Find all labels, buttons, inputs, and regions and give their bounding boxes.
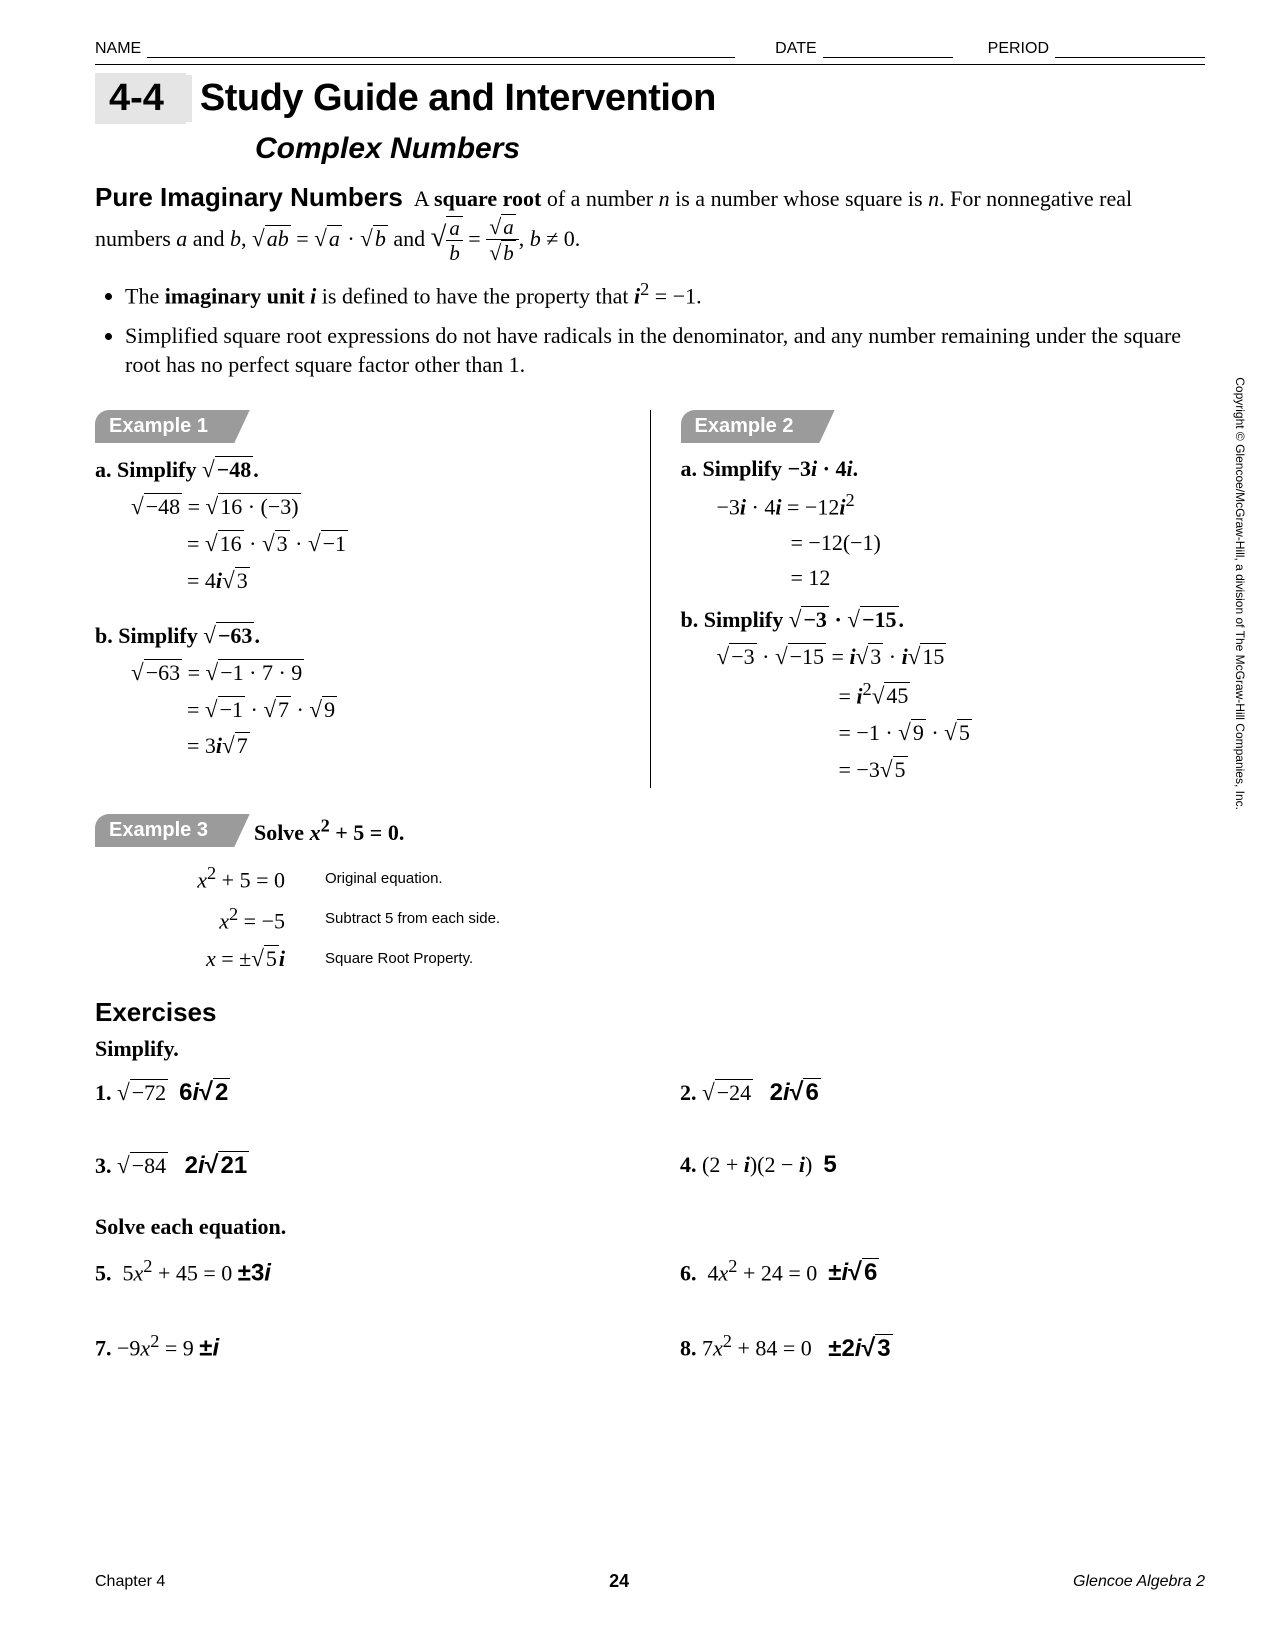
example-2: Example 2 a. Simplify −3i · 4i. −3i · 4i… (651, 410, 1206, 788)
exercises-heading: Exercises (95, 997, 1205, 1028)
exercise-7: 7. −9x2 = 9 ±i (95, 1331, 620, 1362)
solve-directions: Solve each equation. (95, 1214, 1205, 1240)
example-1-label: Example 1 (95, 410, 226, 443)
e3-step3: x = ±√5i (125, 940, 285, 977)
example-3-header: Example 3 Solve x2 + 5 = 0. (95, 814, 1205, 847)
e3-step1-expl: Original equation. (285, 870, 1205, 887)
example-1: Example 1 a. Simplify √−48. √−48 = √16 ·… (95, 410, 650, 788)
name-blank-line (147, 41, 735, 58)
exercises-simplify: 1. √−72 6i√2 2. √−24 2i√6 3. √−84 2i√21 … (95, 1078, 1205, 1180)
lesson-number-badge: 4-4 (95, 73, 186, 124)
example-1b: b. Simplify √−63. √−63 = √−1 · 7 · 9 = √… (95, 617, 620, 765)
exercise-6: 6. 4x2 + 24 = 0 ±i√6 (680, 1256, 1205, 1287)
e3-step2: x2 = −5 (125, 900, 285, 939)
header-rule (95, 64, 1205, 65)
exercise-8: 8. 7x2 + 84 = 0 ±2i√3 (680, 1331, 1205, 1362)
bullet-1-term: imaginary unit (165, 283, 310, 308)
lesson-subtitle: Complex Numbers (255, 132, 1205, 166)
exercise-3: 3. √−84 2i√21 (95, 1151, 620, 1180)
e3-step2-expl: Subtract 5 from each side. (285, 910, 1205, 927)
example-3-label: Example 3 (95, 814, 226, 847)
footer-chapter: Chapter 4 (95, 1573, 165, 1591)
examples-row: Example 1 a. Simplify √−48. √−48 = √16 ·… (95, 410, 1205, 788)
bullet-1-pre: The (125, 283, 165, 308)
example-3-title: Solve x2 + 5 = 0. (254, 815, 404, 845)
copyright-text: Copyright © Glencoe/McGraw-Hill, a divis… (1233, 377, 1247, 810)
footer-book-title: Glencoe Algebra 2 (1073, 1573, 1205, 1591)
intro-bullets: The imaginary unit i is defined to have … (125, 277, 1205, 380)
page-header: NAME DATE PERIOD (95, 40, 1205, 58)
lesson-title-wrap: Study Guide and Intervention (192, 75, 1205, 122)
exercise-5: 5. 5x2 + 45 = 0 ±3i (95, 1256, 620, 1287)
lesson-title: Study Guide and Intervention (200, 77, 716, 119)
footer-page-number: 24 (609, 1571, 629, 1592)
date-blank-line (823, 41, 953, 58)
e3-step3-expl: Square Root Property. (285, 950, 1205, 967)
bullet-1: The imaginary unit i is defined to have … (125, 277, 1205, 311)
example-2b: b. Simplify √−3 · √−15. √−3 · √−15 = i√3… (681, 601, 1206, 788)
e3-step1: x2 + 5 = 0 (125, 859, 285, 898)
exercise-4: 4. (2 + i)(2 − i) 5 (680, 1151, 1205, 1180)
bullet-2: Simplified square root expressions do no… (125, 321, 1205, 380)
period-blank-line (1055, 41, 1205, 58)
intro-paragraph: Pure Imaginary Numbers A square root of … (95, 180, 1205, 267)
date-label: DATE (775, 40, 816, 58)
lesson-bar: 4-4 Study Guide and Intervention (95, 73, 1205, 124)
exercises-solve: 5. 5x2 + 45 = 0 ±3i 6. 4x2 + 24 = 0 ±i√6… (95, 1256, 1205, 1363)
example-2-label: Example 2 (681, 410, 812, 443)
example-2-label-text: Example 2 (695, 415, 794, 437)
period-label: PERIOD (988, 40, 1049, 58)
example-3-work: x2 + 5 = 0 Original equation. x2 = −5 Su… (125, 859, 1205, 977)
intro-heading: Pure Imaginary Numbers (95, 182, 403, 212)
exercise-1: 1. √−72 6i√2 (95, 1078, 620, 1107)
example-2a: a. Simplify −3i · 4i. −3i · 4i = −12i2 =… (681, 451, 1206, 595)
example-1-label-text: Example 1 (109, 415, 208, 437)
exercise-2: 2. √−24 2i√6 (680, 1078, 1205, 1107)
example-3-label-text: Example 3 (109, 819, 208, 841)
page-footer: Chapter 4 24 Glencoe Algebra 2 (95, 1571, 1205, 1592)
name-label: NAME (95, 40, 141, 58)
simplify-directions: Simplify. (95, 1036, 1205, 1062)
example-1a: a. Simplify √−48. √−48 = √16 · (−3) = √1… (95, 451, 620, 599)
